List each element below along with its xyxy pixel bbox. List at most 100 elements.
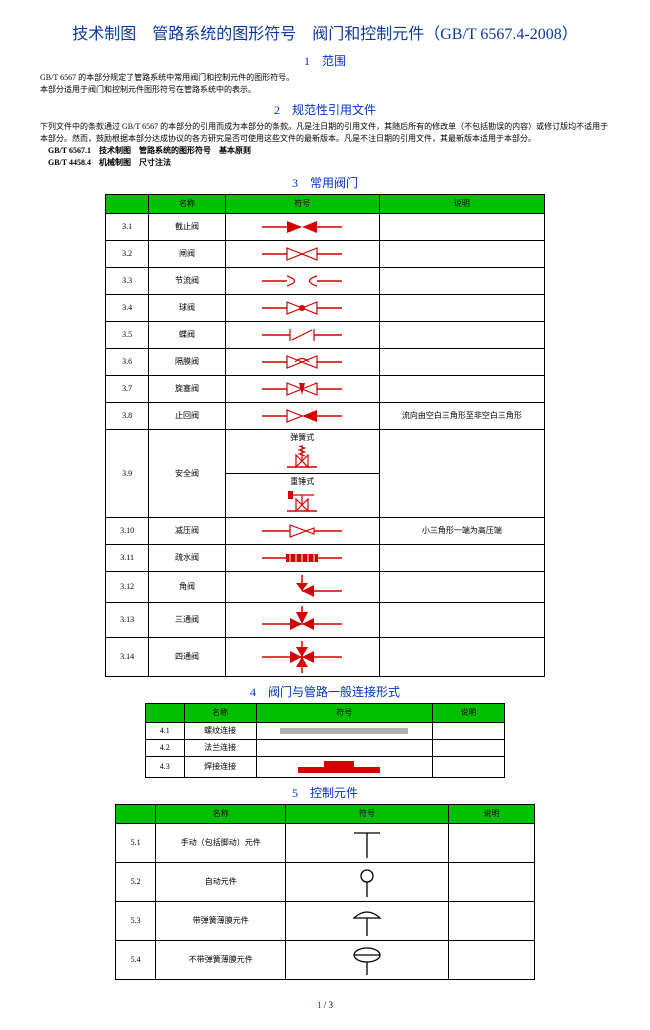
four-way-valve-icon bbox=[262, 641, 342, 673]
diaphragm-valve-icon bbox=[262, 353, 342, 371]
symbol-cell bbox=[225, 602, 379, 637]
row-desc bbox=[379, 267, 544, 294]
row-desc bbox=[448, 901, 534, 940]
row-name: 疏水阀 bbox=[149, 544, 225, 571]
row-num: 4.3 bbox=[146, 756, 185, 777]
row-desc bbox=[379, 375, 544, 402]
table-header-row: 名称 符号 说明 bbox=[106, 194, 545, 213]
symbol-cell bbox=[225, 571, 379, 602]
symbol-cell bbox=[225, 402, 379, 429]
row-num: 3.7 bbox=[106, 375, 149, 402]
symbol-cell bbox=[256, 739, 432, 756]
symbol-cell bbox=[286, 862, 449, 901]
symbol-cell bbox=[225, 348, 379, 375]
row-name: 带弹簧薄膜元件 bbox=[156, 901, 286, 940]
section3-heading: 3 常用阀门 bbox=[40, 174, 610, 191]
table-controls: 名称 符号 说明 5.1 手动（包括脚动）元件 5.2 自动元件 5.3 带弹簧… bbox=[115, 804, 535, 980]
page-sep: / bbox=[324, 1000, 327, 1010]
row-num: 3.14 bbox=[106, 637, 149, 676]
gate-valve-icon bbox=[262, 245, 342, 263]
symbol-cell bbox=[225, 240, 379, 267]
section5-heading: 5 控制元件 bbox=[40, 784, 610, 801]
section1-p1: GB/T 6567 的本部分规定了管路系统中常用阀门和控制元件的图形符号。 bbox=[40, 72, 610, 83]
row-desc bbox=[379, 429, 544, 517]
section2-heading: 2 规范性引用文件 bbox=[40, 101, 610, 118]
col-sym: 符号 bbox=[225, 194, 379, 213]
row-desc bbox=[379, 240, 544, 267]
trap-valve-icon bbox=[262, 549, 342, 567]
row-desc bbox=[448, 823, 534, 862]
butterfly-valve-icon bbox=[262, 326, 342, 344]
weld-conn-icon bbox=[274, 759, 414, 775]
table-row: 3.11 疏水阀 bbox=[106, 544, 545, 571]
row-name: 手动（包括脚动）元件 bbox=[156, 823, 286, 862]
row-name: 止回阀 bbox=[149, 402, 225, 429]
row-num: 3.4 bbox=[106, 294, 149, 321]
table-valves: 名称 符号 说明 3.1 截止阀 3.2 闸阀 bbox=[105, 194, 545, 677]
row-name: 不带弹簧薄膜元件 bbox=[156, 940, 286, 979]
symbol-cell bbox=[256, 756, 432, 777]
symbol-cell bbox=[225, 637, 379, 676]
globe-valve-icon bbox=[262, 218, 342, 236]
table-row: 3.4 球阀 bbox=[106, 294, 545, 321]
row-num: 5.3 bbox=[116, 901, 156, 940]
row-name: 法兰连接 bbox=[184, 739, 256, 756]
table-header-row: 名称 符号 说明 bbox=[116, 804, 535, 823]
section2-ref1: GB/T 6567.1 技术制图 管路系统的图形符号 基本原则 bbox=[48, 145, 610, 156]
row-name: 节流阀 bbox=[149, 267, 225, 294]
table-row: 5.1 手动（包括脚动）元件 bbox=[116, 823, 535, 862]
table-row: 3.5 蝶阀 bbox=[106, 321, 545, 348]
safety-valve-weight-icon bbox=[272, 487, 332, 515]
table-row: 3.7 旋塞阀 bbox=[106, 375, 545, 402]
symbol-cell bbox=[286, 901, 449, 940]
row-desc bbox=[448, 862, 534, 901]
section1-p2: 本部分适用于阀门和控制元件图形符号在管路系统中的表示。 bbox=[40, 84, 610, 95]
symbol-cell bbox=[225, 213, 379, 240]
row-name: 焊接连接 bbox=[184, 756, 256, 777]
row-desc bbox=[379, 571, 544, 602]
row-desc bbox=[379, 294, 544, 321]
no-spring-diaphragm-icon bbox=[342, 945, 392, 975]
table-row: 3.9 安全阀 弹簧式 bbox=[106, 429, 545, 473]
row-name: 蝶阀 bbox=[149, 321, 225, 348]
subrow-label: 重锤式 bbox=[230, 476, 375, 487]
symbol-cell bbox=[286, 823, 449, 862]
row-desc bbox=[379, 321, 544, 348]
row-num: 3.2 bbox=[106, 240, 149, 267]
row-name: 四通阀 bbox=[149, 637, 225, 676]
row-num: 3.3 bbox=[106, 267, 149, 294]
table-row: 4.2 法兰连接 bbox=[146, 739, 505, 756]
row-num: 4.2 bbox=[146, 739, 185, 756]
row-name: 安全阀 bbox=[149, 429, 225, 517]
symbol-cell bbox=[225, 375, 379, 402]
section4-heading: 4 阀门与管路一般连接形式 bbox=[40, 683, 610, 700]
throttle-valve-icon bbox=[262, 272, 342, 290]
row-name: 减压阀 bbox=[149, 517, 225, 544]
row-num: 5.2 bbox=[116, 862, 156, 901]
row-desc bbox=[379, 602, 544, 637]
section1-heading: 1 范围 bbox=[40, 52, 610, 69]
row-desc: 小三角形一端为高压端 bbox=[379, 517, 544, 544]
page-footer: 1 / 3 bbox=[40, 1000, 610, 1010]
row-name: 三通阀 bbox=[149, 602, 225, 637]
manual-control-icon bbox=[342, 828, 392, 858]
table-connections: 名称 符号 说明 4.1 螺纹连接 4.2 法兰连接 4.3 焊接连接 bbox=[145, 703, 505, 778]
row-desc bbox=[379, 213, 544, 240]
row-name: 隔膜阀 bbox=[149, 348, 225, 375]
row-desc bbox=[432, 756, 504, 777]
flange-conn-icon bbox=[274, 742, 414, 754]
table-row: 3.12 角阀 bbox=[106, 571, 545, 602]
row-name: 闸阀 bbox=[149, 240, 225, 267]
table-row: 3.3 节流阀 bbox=[106, 267, 545, 294]
table-row: 5.2 自动元件 bbox=[116, 862, 535, 901]
three-way-valve-icon bbox=[262, 606, 342, 634]
table-row: 3.10 减压阀 小三角形一端为高压端 bbox=[106, 517, 545, 544]
symbol-cell: 重锤式 bbox=[225, 473, 379, 517]
auto-control-icon bbox=[342, 867, 392, 897]
table-row: 3.13 三通阀 bbox=[106, 602, 545, 637]
symbol-cell bbox=[225, 517, 379, 544]
row-desc bbox=[379, 348, 544, 375]
subrow-label: 弹簧式 bbox=[230, 432, 375, 443]
row-desc bbox=[379, 637, 544, 676]
symbol-cell bbox=[225, 544, 379, 571]
